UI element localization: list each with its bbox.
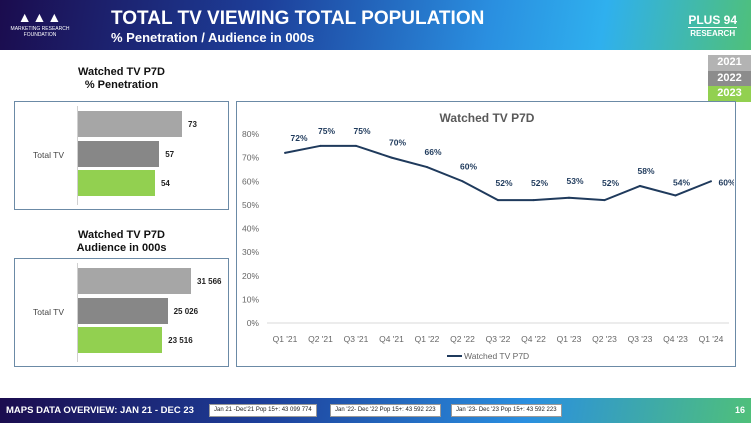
data-label: 72% <box>290 133 307 143</box>
bar-2022 <box>78 297 168 324</box>
data-point <box>710 180 712 183</box>
bar-2023 <box>78 170 155 196</box>
data-point <box>639 184 641 187</box>
bar-axis <box>77 263 78 362</box>
data-point <box>674 194 677 197</box>
data-label: 53% <box>566 176 583 186</box>
bar-value-label: 31 566 <box>197 277 222 286</box>
page-number: 16 <box>734 405 745 415</box>
bar-value-label: 57 <box>165 149 175 159</box>
mrf-logo: ▲▲▲ MARKETING RESEARCH FOUNDATION <box>10 9 70 38</box>
data-point <box>390 156 393 159</box>
data-point <box>426 166 428 169</box>
penetration-title: Watched TV P7D% Penetration <box>78 66 165 91</box>
line-chart-panel: Watched TV P7D 0% 10% 20% 30% 40% 50% 60% 70% 80%… <box>236 101 736 367</box>
x-tick-label: Q1 '22 <box>415 334 440 344</box>
audience-title: Watched TV P7D Audience in 000s <box>76 229 167 254</box>
data-label: 52% <box>495 178 512 188</box>
data-label: 75% <box>318 126 335 136</box>
x-tick-label: Q3 '23 <box>628 334 653 344</box>
data-point <box>532 199 535 202</box>
y-tick-label: 30% <box>242 247 259 257</box>
x-tick-label: Q1 '24 <box>699 334 724 344</box>
y-tick-label: 10% <box>242 294 259 304</box>
y-tick-label: 0% <box>247 318 260 328</box>
page-subtitle: % Penetration / Audience in 000s <box>111 30 315 45</box>
x-tick-label: Q4 '21 <box>379 334 404 344</box>
data-label: 75% <box>353 126 370 136</box>
x-tick-label: Q3 '22 <box>486 334 511 344</box>
pop-box-2021: Jan 21 -Dec'21 Pop 15+: 43 099 774 <box>209 404 317 417</box>
year-2021: 2021 <box>708 55 751 71</box>
data-point <box>319 144 322 147</box>
data-point <box>497 199 499 202</box>
year-legend: 2021 2022 2023 <box>708 55 751 102</box>
bar-value-label: 23 516 <box>168 336 193 345</box>
data-label: 58% <box>637 166 654 176</box>
pop-box-2022: Jan '22- Dec '22 Pop 15+: 43 592 223 <box>330 404 441 417</box>
footer-title: MAPS DATA OVERVIEW: JAN 21 - DEC 23 <box>6 405 194 416</box>
bar-2021 <box>78 111 183 137</box>
x-tick-label: Q2 '22 <box>450 334 475 344</box>
data-point <box>603 199 606 202</box>
category-label: Total TV <box>33 307 65 317</box>
y-tick-label: 20% <box>242 271 259 281</box>
x-tick-label: Q2 '23 <box>592 334 617 344</box>
x-tick-label: Q3 '21 <box>344 334 369 344</box>
bar-value-label: 73 <box>188 120 197 129</box>
data-point <box>568 196 570 199</box>
data-label: 66% <box>424 147 441 157</box>
bar-2023 <box>78 327 163 353</box>
bar-2021 <box>78 268 191 294</box>
y-tick-label: 70% <box>242 153 259 163</box>
chart-title: Watched TV P7D <box>440 111 535 125</box>
data-label: 60% <box>718 177 734 187</box>
x-tick-label: Q4 '23 <box>663 334 688 344</box>
data-label: 54% <box>673 177 690 187</box>
data-label: 70% <box>389 138 406 148</box>
year-2023: 2023 <box>708 86 751 102</box>
line-chart: Watched TV P7D 0% 10% 20% 30% 40% 50% 60% 70% 80%… <box>242 111 736 361</box>
bar-2022 <box>78 140 160 167</box>
data-point <box>355 144 357 147</box>
x-tick-label: Q2 '21 <box>308 334 333 344</box>
y-tick-label: 80% <box>242 129 259 139</box>
legend-label: Watched TV P7D <box>464 351 529 361</box>
footer-banner: MAPS DATA OVERVIEW: JAN 21 - DEC 23 Jan … <box>0 398 751 423</box>
year-2022: 2022 <box>708 70 751 86</box>
page-title: TOTAL TV VIEWING TOTAL POPULATION <box>111 8 485 29</box>
data-point <box>461 180 464 183</box>
pop-box-2023: Jan '23- Dec '23 Pop 15+: 43 592 223 <box>451 404 562 417</box>
y-tick-label: 40% <box>242 224 259 234</box>
bar-axis <box>77 106 78 205</box>
header-banner: ▲▲▲ MARKETING RESEARCH FOUNDATION TOTAL T… <box>0 0 751 50</box>
y-tick-label: 60% <box>242 176 259 186</box>
bar-value-label: 54 <box>160 179 170 188</box>
category-label: Total TV <box>33 150 65 160</box>
x-tick-label: Q1 '21 <box>273 334 298 344</box>
data-label: 60% <box>460 161 477 171</box>
x-tick-label: Q4 '22 <box>521 334 546 344</box>
x-tick-label: Q1 '23 <box>557 334 582 344</box>
data-label: 52% <box>531 178 548 188</box>
bar-value-label: 25 026 <box>173 306 199 316</box>
data-label: 52% <box>602 178 619 188</box>
y-tick-label: 50% <box>242 200 259 210</box>
plus94-logo: PLUS 94 RESEARCH <box>688 13 737 38</box>
data-point <box>284 151 286 154</box>
